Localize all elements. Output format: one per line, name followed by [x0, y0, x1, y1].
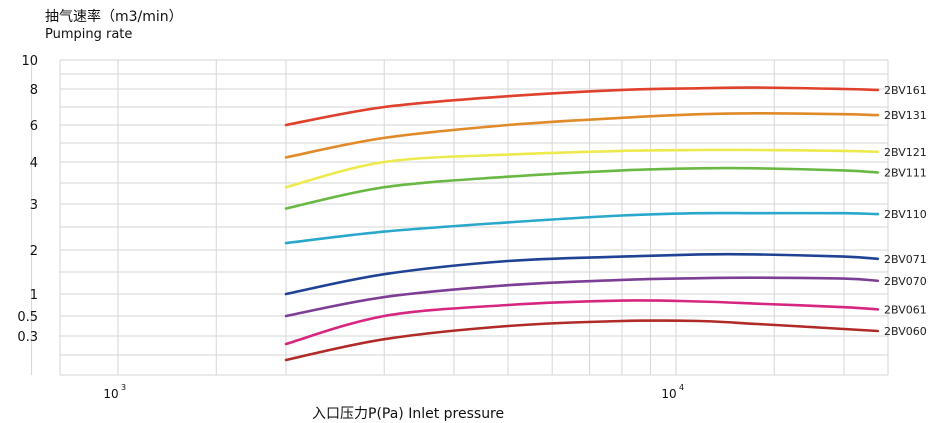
y-tick-label: 4 — [30, 156, 38, 171]
y-tick-label: 0.3 — [17, 330, 38, 345]
series-lines — [284, 86, 880, 362]
series-label-2bv110: 2BV110 — [884, 208, 927, 221]
y-tick-label: 1 — [30, 288, 38, 303]
y-tick-label: 10 — [21, 54, 38, 69]
x-tick-labels: 10 3 10 4 — [103, 383, 684, 401]
series-label-2bv070: 2BV070 — [884, 275, 927, 288]
y-tick-label: 0.5 — [17, 310, 38, 325]
y-tick-label: 8 — [30, 83, 38, 98]
y-tick-label: 6 — [30, 119, 38, 134]
series-line-2bv070 — [284, 276, 880, 318]
series-label-2bv111: 2BV111 — [884, 167, 927, 180]
series-line-2bv061 — [284, 299, 880, 346]
y-tick-label: 2 — [30, 244, 38, 259]
x-axis-label: 入口压力P(Pa) Inlet pressure — [312, 406, 505, 422]
series-line-2bv131 — [284, 111, 880, 159]
series-label-2bv121: 2BV121 — [884, 146, 927, 159]
series-line-2bv110 — [284, 211, 880, 245]
x-tick-exponent: 3 — [121, 383, 126, 392]
series-line-2bv071 — [284, 252, 880, 296]
series-label-2bv061: 2BV061 — [884, 303, 927, 316]
series-line-2bv121 — [284, 148, 880, 189]
x-tick-label: 10 — [103, 387, 118, 401]
series-label-2bv060: 2BV060 — [884, 325, 927, 338]
series-label-2bv161: 2BV161 — [884, 84, 927, 97]
series-line-2bv060 — [284, 319, 880, 362]
series-labels: 2BV161 2BV131 2BV121 2BV111 2BV110 2BV071 2BV0… — [884, 84, 927, 338]
x-tick-exponent: 4 — [679, 383, 684, 392]
series-line-2bv111 — [284, 166, 880, 210]
y-axis-label-cn: 抽气速率（m3/min） — [45, 9, 183, 25]
y-tick-labels: 10 8 6 4 3 2 1 0.5 0.3 — [17, 54, 38, 345]
series-line-2bv161 — [284, 86, 880, 127]
series-label-2bv131: 2BV131 — [884, 109, 927, 122]
x-tick-label: 10 — [661, 387, 676, 401]
y-tick-label: 3 — [30, 198, 38, 213]
grid — [31, 59, 889, 376]
series-label-2bv071: 2BV071 — [884, 253, 927, 266]
y-axis-label-en: Pumping rate — [45, 27, 133, 42]
